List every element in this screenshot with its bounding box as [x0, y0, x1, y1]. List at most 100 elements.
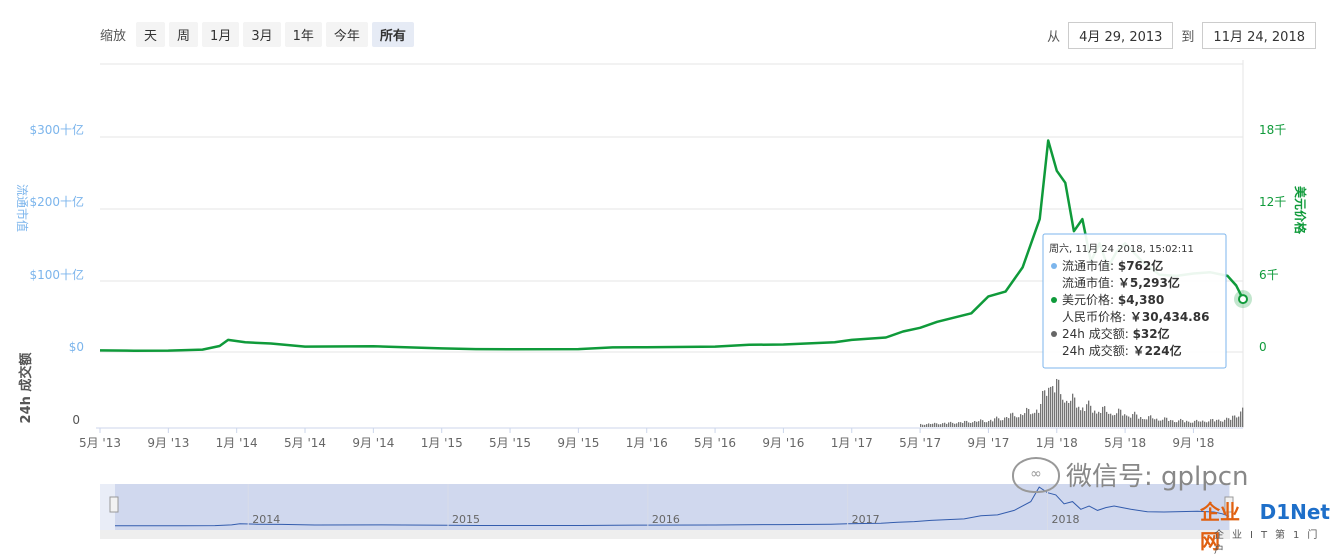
- zoom-button-1m[interactable]: 1月: [202, 22, 240, 47]
- tooltip-header: 周六, 11月 24 2018, 15:02:11: [1049, 243, 1194, 255]
- left-tick-label: $200十亿: [29, 194, 84, 209]
- volume-bar: [1192, 422, 1194, 427]
- volume-bar: [1162, 419, 1164, 427]
- volume-bar: [1080, 410, 1082, 427]
- volume-bar: [1082, 407, 1084, 427]
- x-tick-label: 5月 '13: [79, 436, 121, 450]
- volume-bar: [996, 416, 998, 427]
- volume-bar: [1180, 418, 1182, 427]
- volume-bar: [968, 422, 970, 427]
- navigator-scrollbar: [100, 530, 1230, 539]
- volume-tick-label: 0: [72, 413, 80, 427]
- tooltip-row: 美元价格: $4,380: [1062, 292, 1164, 307]
- volume-bar: [1210, 419, 1212, 427]
- zoom-button-all[interactable]: 所有: [371, 22, 414, 47]
- volume-bar: [1030, 414, 1032, 427]
- x-tick-label: 9月 '17: [967, 436, 1009, 450]
- volume-bar: [1006, 417, 1008, 427]
- from-label: 从: [1047, 30, 1061, 45]
- volume-bar: [1094, 410, 1096, 427]
- tooltip-row: 流通市值: ￥5,293亿: [1062, 275, 1180, 290]
- volume-bar: [1144, 419, 1146, 427]
- volume-bar: [1216, 419, 1218, 427]
- volume-bar: [1186, 420, 1188, 427]
- x-tick-label: 5月 '14: [284, 436, 326, 450]
- volume-bar: [944, 422, 946, 427]
- tooltip-row: 24h 成交额: $32亿: [1062, 326, 1170, 341]
- navigator-year-label: 2018: [1051, 513, 1079, 526]
- volume-bar: [1086, 404, 1088, 427]
- volume-bar: [972, 422, 974, 427]
- hover-point: [1238, 294, 1248, 305]
- volume-bar: [1206, 422, 1208, 427]
- x-tick-label: 9月 '16: [762, 436, 804, 450]
- volume-bar: [1008, 418, 1010, 427]
- navigator[interactable]: 2014 2015 2016 2017 2018: [100, 484, 1234, 539]
- volume-bar: [1062, 399, 1064, 427]
- tooltip-marker: [1051, 331, 1057, 337]
- volume-bar: [1074, 397, 1076, 427]
- navigator-year-label: 2014: [252, 513, 280, 526]
- volume-bar: [998, 418, 1000, 427]
- volume-bar: [946, 423, 948, 427]
- volume-bar: [1134, 411, 1136, 427]
- zoom-button-3m[interactable]: 3月: [243, 22, 281, 47]
- volume-bar: [1174, 422, 1176, 427]
- volume-bar: [988, 420, 990, 427]
- watermark: ∞ 微信号: gplpcn: [1012, 456, 1249, 493]
- x-tick-label: 5月 '15: [489, 436, 531, 450]
- volume-bar: [1070, 400, 1072, 427]
- volume-bar: [1108, 413, 1110, 427]
- volume-bar: [1242, 407, 1244, 427]
- volume-bar: [1152, 418, 1154, 427]
- volume-bar: [1048, 387, 1050, 427]
- volume-bar: [1234, 415, 1236, 427]
- volume-bar: [1036, 409, 1038, 427]
- tooltip-row: 流通市值: $762亿: [1062, 258, 1163, 273]
- volume-bar: [954, 423, 956, 427]
- volume-bar: [1002, 420, 1004, 427]
- x-tick-label: 1月 '14: [216, 436, 258, 450]
- navigator-year-label: 2015: [452, 513, 480, 526]
- volume-bar: [1028, 409, 1030, 427]
- volume-bar: [974, 420, 976, 427]
- zoom-button-ytd[interactable]: 今年: [325, 22, 368, 47]
- volume-bar: [1022, 415, 1024, 427]
- volume-bar: [1124, 414, 1126, 427]
- volume-bar: [970, 422, 972, 427]
- volume-bar: [928, 423, 930, 427]
- zoom-button-week[interactable]: 周: [169, 22, 199, 47]
- left-tick-label: $100十亿: [29, 267, 84, 282]
- volume-bar: [924, 424, 926, 427]
- volume-bar: [930, 424, 932, 427]
- x-tick-label: 1月 '18: [1036, 436, 1078, 450]
- volume-bar: [1228, 418, 1230, 427]
- navigator-handle-left: [109, 496, 119, 513]
- to-date-input[interactable]: 11月 24, 2018: [1202, 22, 1316, 49]
- volume-bar: [1148, 416, 1150, 427]
- volume-bar: [1112, 415, 1114, 427]
- volume-bar: [994, 418, 996, 427]
- volume-bar: [960, 422, 962, 427]
- volume-bar: [1146, 419, 1148, 427]
- navigator-handle-right: [1224, 496, 1234, 513]
- volume-bar: [1236, 417, 1238, 427]
- volume-bar: [926, 424, 928, 427]
- volume-bar: [1026, 407, 1028, 427]
- zoom-button-1y[interactable]: 1年: [284, 22, 322, 47]
- volume-bar: [1018, 417, 1020, 427]
- from-date-input[interactable]: 4月 29, 2013: [1068, 22, 1174, 49]
- volume-bar: [1240, 411, 1242, 427]
- volume-bar: [1040, 403, 1042, 427]
- volume-bar: [986, 422, 988, 427]
- x-tick-label: 9月 '15: [557, 436, 599, 450]
- tooltip: 周六, 11月 24 2018, 15:02:11 流通市值: $762亿流通市值…: [1042, 233, 1227, 369]
- volume-bar: [1092, 412, 1094, 427]
- volume-bar: [1064, 402, 1066, 427]
- zoom-button-day[interactable]: 天: [136, 22, 166, 47]
- volume-bar: [1032, 413, 1034, 427]
- x-axis: 5月 '13 9月 '13 1月 '14 5月 '14 9月 '14 1月 '15 5月 '…: [79, 428, 1214, 450]
- tooltip-marker: [1051, 297, 1057, 303]
- volume-bar: [1100, 412, 1102, 427]
- volume-bar: [1188, 421, 1190, 427]
